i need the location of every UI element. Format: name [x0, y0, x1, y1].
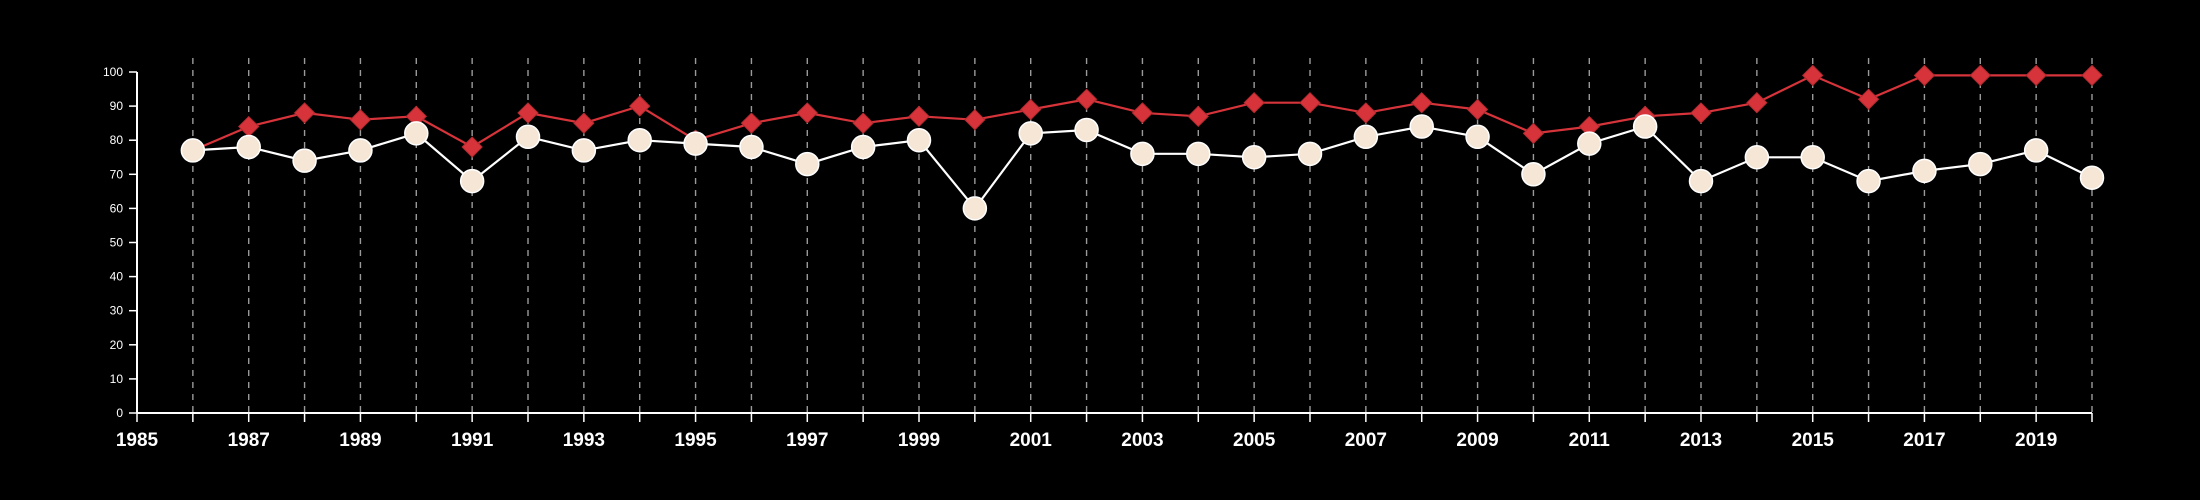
data-point [571, 138, 597, 163]
data-point [1186, 141, 1211, 167]
data-point [2081, 64, 2103, 87]
data-point [1187, 105, 1209, 128]
data-point [293, 102, 316, 124]
data-point [1856, 168, 1881, 194]
data-point [1744, 145, 1770, 170]
data-point [1577, 131, 1602, 156]
x-tick-label: 2001 [1010, 430, 1053, 451]
data-point [1690, 102, 1712, 124]
data-point [629, 95, 651, 117]
data-point [517, 102, 539, 124]
data-point [1746, 91, 1768, 114]
y-tick-label: 90 [110, 99, 124, 113]
data-point [850, 134, 876, 160]
data-point [1521, 162, 1546, 187]
data-point [795, 151, 820, 177]
x-tick-label: 2013 [1680, 430, 1722, 451]
data-point [627, 127, 652, 153]
x-tick-label: 1999 [898, 430, 940, 451]
x-tick-label: 2005 [1233, 430, 1276, 451]
data-point [1912, 158, 1937, 184]
data-point [2079, 165, 2105, 190]
data-point [238, 115, 260, 138]
y-tick-label: 40 [110, 270, 124, 284]
data-point [1632, 114, 1658, 139]
x-tick-label: 1989 [339, 430, 381, 451]
x-tick-label: 1993 [563, 430, 605, 451]
data-point [349, 109, 372, 131]
x-tick-label: 2003 [1121, 430, 1163, 451]
data-point [1688, 168, 1714, 194]
series-group [180, 64, 2105, 221]
data-point [1299, 91, 1321, 114]
data-point [2023, 138, 2049, 163]
data-point [1297, 141, 1323, 167]
x-tick-label: 2011 [1569, 430, 1611, 451]
x-tick-label: 1985 [116, 430, 159, 451]
x-tick-label: 1995 [674, 430, 717, 451]
data-point [739, 134, 764, 160]
y-tick-label: 20 [110, 338, 124, 352]
data-point [1075, 88, 1098, 110]
data-point [348, 138, 373, 163]
x-tick-label: 2015 [1792, 430, 1835, 451]
y-tick-label: 30 [110, 304, 124, 318]
x-tick-label: 1997 [786, 430, 828, 451]
data-point [796, 102, 818, 124]
data-point [1355, 102, 1377, 124]
data-point [1802, 64, 1824, 87]
data-point [1968, 151, 1993, 177]
data-point [573, 112, 595, 134]
data-point [1130, 141, 1155, 167]
x-tick-label: 2017 [1903, 430, 1945, 451]
y-tick-label: 0 [116, 406, 123, 420]
data-point [1913, 64, 1936, 87]
data-point [1969, 64, 1991, 87]
y-tick-label: 80 [110, 133, 124, 147]
data-point [740, 112, 763, 134]
data-point [1241, 145, 1267, 170]
data-point [683, 131, 708, 156]
x-tick-label: 2009 [1456, 430, 1498, 451]
data-point [1243, 91, 1265, 114]
y-tick-label: 60 [110, 201, 124, 215]
axes: 0 10 20 30 40 50 60 70 80 90 100 1985 1987 1989 1991 19… [103, 65, 2093, 451]
data-point [2025, 64, 2047, 87]
x-tick-label: 2019 [2015, 430, 2057, 451]
y-tick-label: 70 [110, 167, 124, 181]
data-point [1466, 98, 1489, 121]
data-point [1465, 124, 1490, 150]
data-point [1409, 114, 1434, 139]
data-point [1857, 88, 1880, 110]
data-point [1020, 98, 1042, 121]
data-point [515, 124, 541, 150]
x-tick-label: 1991 [451, 430, 494, 451]
y-tick-label: 50 [110, 236, 124, 250]
data-point [906, 127, 932, 153]
data-point [459, 168, 485, 194]
x-tick-label: 2007 [1345, 430, 1387, 451]
data-point [962, 196, 988, 221]
data-point [964, 109, 986, 131]
data-point [1522, 122, 1545, 145]
y-tick-label: 100 [103, 65, 123, 79]
data-point [908, 105, 930, 128]
data-point [1131, 102, 1154, 124]
series-1 [182, 64, 2103, 162]
data-point [1411, 91, 1433, 114]
data-point [1074, 117, 1099, 143]
data-point [236, 134, 261, 160]
x-tick-label: 1987 [228, 430, 270, 451]
data-point [1018, 121, 1043, 146]
data-point [180, 138, 206, 163]
data-point [852, 112, 874, 134]
data-point [461, 136, 483, 158]
y-tick-label: 10 [110, 372, 124, 386]
data-point [1800, 145, 1825, 170]
data-point [404, 121, 429, 146]
data-point [1353, 124, 1379, 150]
series-2 [180, 114, 2105, 221]
data-point [292, 148, 317, 173]
